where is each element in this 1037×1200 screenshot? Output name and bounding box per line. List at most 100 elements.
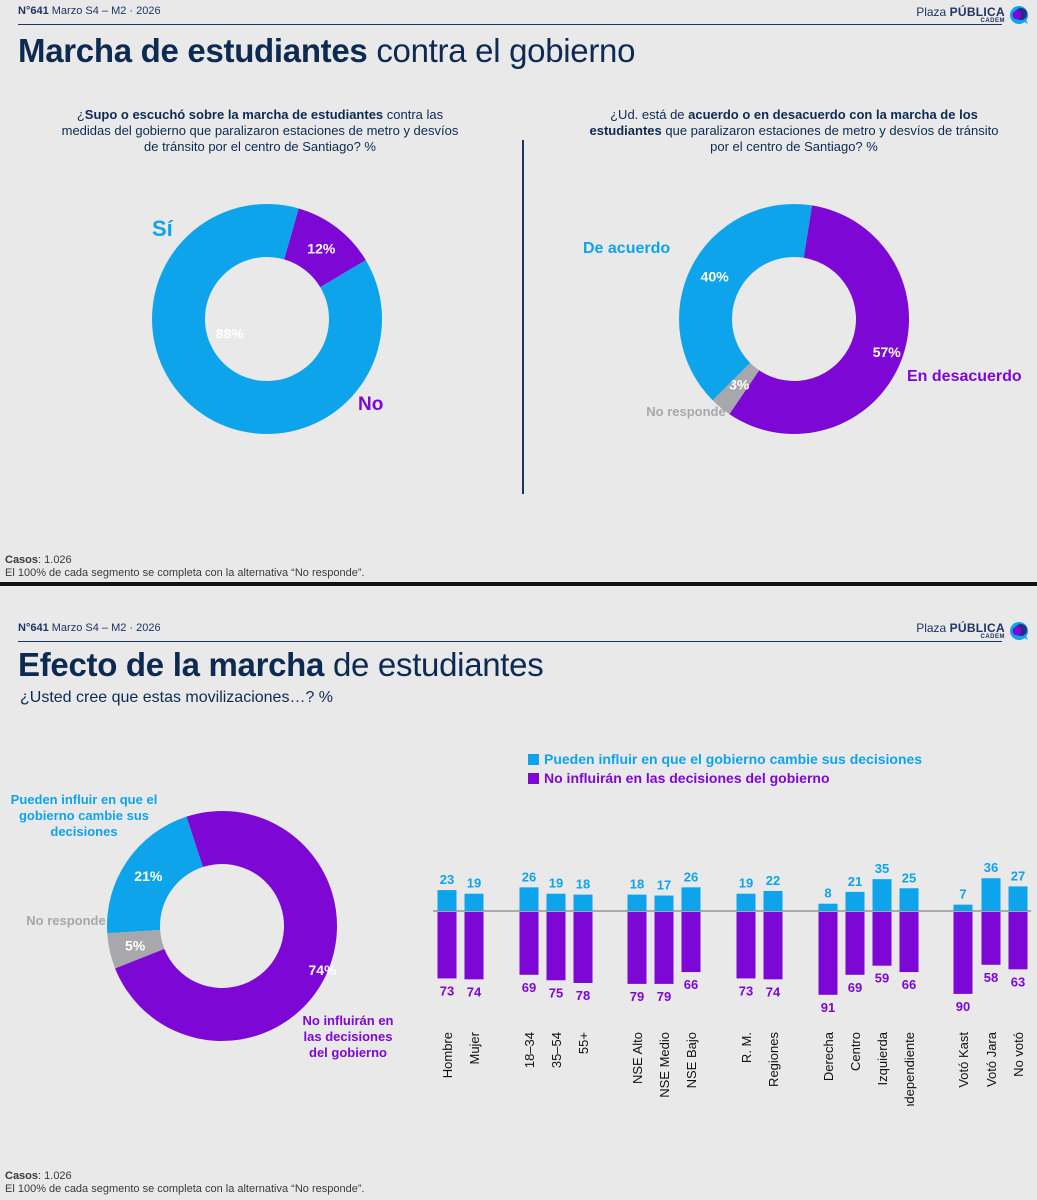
bar-value-pueden: 36 [984, 860, 998, 875]
bar-value-pueden: 35 [875, 861, 889, 876]
category-label: Centro [848, 1032, 863, 1071]
bar-no-influiran-3 [519, 912, 539, 975]
slice-legend-no-influiran: No influirán en las decisiones del gobie… [302, 1013, 394, 1060]
footnote-text: El 100% de cada segmento se completa con… [5, 1183, 365, 1195]
bar-value-no-influiran: 58 [984, 970, 998, 985]
title-rest: de estudiantes [324, 646, 544, 683]
bar-pueden-9 [736, 893, 756, 911]
bar-value-pueden: 25 [902, 870, 916, 885]
logo-text-main: Plaza [916, 621, 947, 635]
logo-text-sub: CADEM [980, 18, 1005, 24]
bar-value-no-influiran: 79 [630, 989, 644, 1004]
q1-rest: contra las medidas del gobierno que para… [61, 107, 459, 154]
bar-no-influiran-16 [981, 912, 1001, 965]
logo-text-sub: CADEM [980, 634, 1005, 640]
slice-legend-no-responde: No responde [26, 913, 106, 928]
category-label: Independiente [902, 1032, 917, 1106]
bar-no-influiran-15 [953, 912, 973, 994]
donut-chart-agreement: 57% 3% 40% [679, 204, 909, 434]
bar-no-influiran-1 [437, 912, 457, 979]
bar-pueden-2 [464, 893, 484, 911]
bar-value-pueden: 21 [848, 874, 862, 889]
bar-value-pueden: 19 [549, 876, 563, 891]
bar-pueden-3 [519, 887, 539, 911]
legend-swatch-blue [528, 754, 539, 765]
bar-value-no-influiran: 69 [522, 980, 536, 995]
bar-value-pueden: 17 [657, 878, 671, 893]
donut-slice-en-desacuerdo [729, 205, 909, 434]
header-rule [18, 24, 1002, 25]
bar-no-influiran-2 [464, 912, 484, 980]
donut-value-label: 12% [307, 240, 336, 256]
issue-header: N°641 Marzo S4 – M2 · 2026 [18, 5, 161, 17]
legend-item-no-influiran: No influirán en las decisiones del gobie… [528, 769, 922, 788]
donut-value-label: 74% [309, 962, 338, 978]
donut-value-label: 57% [873, 344, 902, 360]
category-label: Derecha [821, 1031, 836, 1081]
slice-legend-si: Sí [152, 216, 173, 241]
legend-swatch-purple [528, 773, 539, 784]
category-label: 18–34 [522, 1032, 537, 1068]
category-label: NSE Alto [630, 1032, 645, 1084]
title-bold: Efecto de la marcha [18, 646, 325, 683]
bar-pueden-10 [763, 890, 783, 911]
donut-slice-de-acuerdo [679, 204, 812, 401]
bar-no-influiran-4 [546, 912, 566, 981]
panel-effect: N°641 Marzo S4 – M2 · 2026 Plaza PÚBLICA… [0, 586, 1037, 1200]
category-label: R. M. [739, 1032, 754, 1063]
category-label: 35–54 [549, 1032, 564, 1068]
donut-slice-no-responde [107, 929, 165, 969]
donut-value-label: 40% [701, 269, 730, 285]
cases-value: : 1.026 [38, 1170, 72, 1182]
footnote: Casos: 1.026 El 100% de cada segmento se … [5, 1170, 365, 1196]
legend-label-no-influiran: No influirán en las decisiones del gobie… [544, 770, 830, 786]
bar-value-no-influiran: 79 [657, 989, 671, 1004]
bar-pueden-11 [818, 903, 838, 911]
bar-value-pueden: 18 [630, 877, 644, 892]
bar-value-no-influiran: 73 [739, 983, 753, 998]
page-subtitle: ¿Usted cree que estas movilizaciones…? % [20, 689, 334, 706]
bar-value-pueden: 26 [522, 869, 536, 884]
issue-number: N°641 [18, 622, 49, 634]
donut-value-label: 3% [729, 377, 750, 393]
bar-value-pueden: 27 [1011, 868, 1025, 883]
footnote-text: El 100% de cada segmento se completa con… [5, 567, 365, 579]
issue-number: N°641 [18, 5, 49, 17]
category-label: NSE Medio [657, 1032, 672, 1098]
header-rule [18, 641, 1002, 642]
donut-slice-no-responde [712, 362, 760, 415]
category-label: Votó Kast [956, 1032, 971, 1088]
bar-no-influiran-14 [899, 912, 919, 973]
bar-value-pueden: 19 [467, 876, 481, 891]
q2-rest: que paralizaron estaciones de metro y de… [661, 123, 999, 154]
category-label: No votó [1011, 1032, 1026, 1077]
donut-chart-awareness: 12% 88% [152, 203, 382, 434]
bar-pueden-16 [981, 878, 1001, 911]
bar-pueden-1 [437, 890, 457, 911]
bar-pueden-15 [953, 904, 973, 911]
bar-pueden-17 [1008, 886, 1028, 911]
donut-slice-no [284, 208, 366, 288]
slice-legend-de-acuerdo: De acuerdo [583, 240, 671, 257]
issue-date: Marzo S4 – M2 · 2026 [51, 5, 161, 17]
logo-text-bold: PÚBLICA [949, 621, 1005, 635]
speech-bubble-icon [1010, 6, 1028, 24]
bar-value-no-influiran: 66 [684, 977, 698, 992]
bar-value-no-influiran: 63 [1011, 974, 1025, 989]
category-label: Votó Jara [984, 1031, 999, 1087]
title-bold: Marcha de estudiantes [18, 32, 368, 69]
bar-value-pueden: 18 [576, 877, 590, 892]
bar-value-no-influiran: 66 [902, 977, 916, 992]
issue-date: Marzo S4 – M2 · 2026 [51, 622, 161, 634]
q1-pre: ¿ [76, 107, 85, 122]
page-title: Marcha de estudiantes contra el gobierno [18, 32, 635, 70]
slice-legend-en-desacuerdo: En desacuerdo [907, 368, 1022, 385]
bar-value-no-influiran: 90 [956, 999, 970, 1014]
category-label: Izquierda [875, 1031, 890, 1085]
bar-no-influiran-11 [818, 912, 838, 995]
panel-separator [0, 582, 1037, 586]
panel-awareness: N°641 Marzo S4 – M2 · 2026 Plaza PÚBLICA… [0, 0, 1037, 582]
bar-no-influiran-8 [681, 912, 701, 973]
bar-value-no-influiran: 59 [875, 971, 889, 986]
bar-value-pueden: 8 [824, 886, 831, 901]
